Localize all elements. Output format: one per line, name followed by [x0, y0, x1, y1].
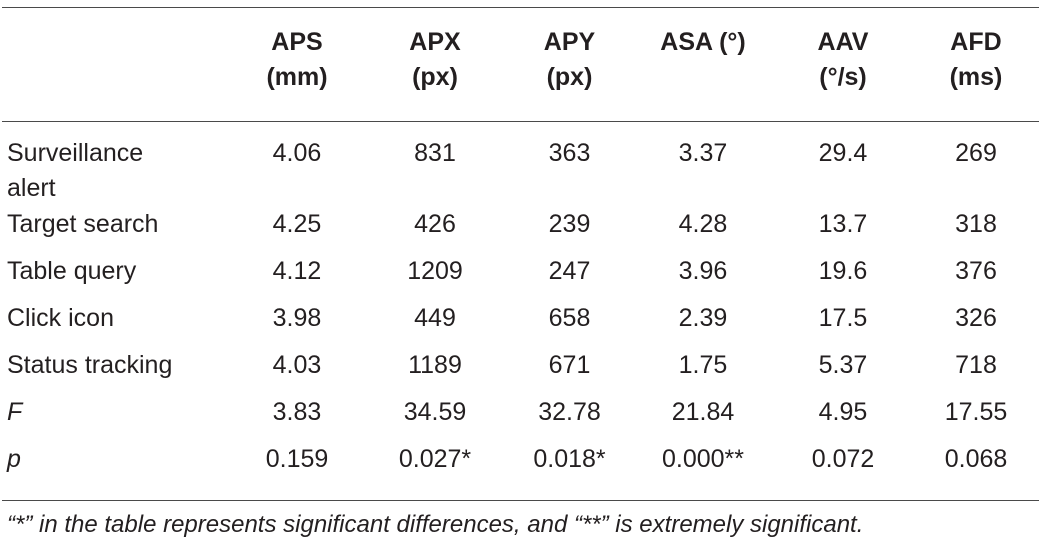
table-bottom-rule — [2, 500, 1039, 501]
cell-value: 4.25 — [272, 210, 322, 238]
cell-value: 658 — [548, 304, 591, 332]
cell-value: 0.018* — [533, 445, 606, 473]
table-row: Status tracking 4.03 1189 671 1.75 5.37 … — [0, 348, 1041, 395]
table-footnote: “*” in the table represents significant … — [7, 511, 864, 538]
table-row: Click icon 3.98 449 658 2.39 17.5 326 — [0, 301, 1041, 348]
cell-value: 269 — [955, 139, 997, 167]
col-header-apy: APY (px) — [543, 28, 596, 91]
cell-value: 2.39 — [678, 304, 728, 332]
cell-value: 5.37 — [818, 351, 868, 379]
row-label: F — [7, 398, 23, 426]
row-label: Target search — [7, 210, 159, 238]
cell-value: 17.5 — [818, 304, 868, 332]
col-header-aav: AAV (°/s) — [817, 28, 869, 91]
cell-value: 363 — [548, 139, 591, 167]
cell-value: 1189 — [408, 351, 462, 379]
cell-value: 318 — [955, 210, 997, 238]
cell-value: 3.96 — [678, 257, 728, 285]
cell-value: 426 — [414, 210, 456, 238]
row-label: p — [7, 445, 21, 473]
cell-value: 247 — [548, 257, 591, 285]
cell-value: 0.068 — [944, 445, 1008, 473]
cell-value: 4.03 — [272, 351, 322, 379]
col-header-aps: APS (mm) — [266, 28, 328, 91]
cell-value: 3.37 — [678, 139, 728, 167]
col-header-asa: ASA (°) — [660, 28, 746, 56]
table-row: Surveillance alert 4.06 831 363 3.37 29.4… — [0, 123, 1041, 207]
table-row: p 0.159 0.027* 0.018* 0.000** 0.072 0.06… — [0, 442, 1041, 489]
cell-value: 0.027* — [398, 445, 472, 473]
table-header-rule — [2, 121, 1039, 122]
cell-value: 21.84 — [671, 398, 735, 426]
cell-value: 0.000** — [661, 445, 745, 473]
row-label: Table query — [7, 257, 137, 285]
cell-value: 326 — [955, 304, 997, 332]
row-label: Status tracking — [7, 351, 173, 379]
cell-value: 831 — [414, 139, 456, 167]
cell-value: 239 — [548, 210, 591, 238]
cell-value: 1209 — [407, 257, 463, 285]
cell-value: 671 — [548, 351, 591, 379]
cell-value: 1.75 — [678, 351, 728, 379]
col-header-apx: APX (px) — [409, 28, 461, 91]
cell-value: 0.072 — [811, 445, 875, 473]
cell-value: 19.6 — [818, 257, 868, 285]
cell-value: 17.55 — [944, 398, 1008, 426]
cell-value: 29.4 — [818, 139, 868, 167]
table-row: Target search 4.25 426 239 4.28 13.7 318 — [0, 207, 1041, 254]
cell-value: 4.06 — [272, 139, 322, 167]
table-header-row: APS (mm) APX (px) APY (px) ASA (°) AAV (°/s)… — [0, 0, 1041, 123]
cell-value: 0.159 — [265, 445, 329, 473]
header-corner — [0, 0, 232, 123]
cell-value: 3.83 — [272, 398, 322, 426]
col-header-afd: AFD (ms) — [949, 28, 1003, 91]
cell-value: 32.78 — [538, 398, 601, 426]
row-label: Surveillance alert — [7, 139, 144, 202]
cell-value: 13.7 — [818, 210, 868, 238]
cell-value: 4.28 — [678, 210, 728, 238]
cell-value: 376 — [955, 257, 997, 285]
cell-value: 449 — [414, 304, 456, 332]
cell-value: 718 — [955, 351, 997, 379]
cell-value: 34.59 — [403, 398, 467, 426]
cell-value: 4.12 — [272, 257, 322, 285]
row-label: Click icon — [7, 304, 114, 332]
cell-value: 4.95 — [818, 398, 868, 426]
results-table: APS (mm) APX (px) APY (px) ASA (°) AAV (°/s)… — [0, 0, 1041, 489]
cell-value: 3.98 — [272, 304, 322, 332]
table-top-rule — [2, 7, 1039, 8]
table-row: F 3.83 34.59 32.78 21.84 4.95 17.55 — [0, 395, 1041, 442]
table-row: Table query 4.12 1209 247 3.96 19.6 376 — [0, 254, 1041, 301]
